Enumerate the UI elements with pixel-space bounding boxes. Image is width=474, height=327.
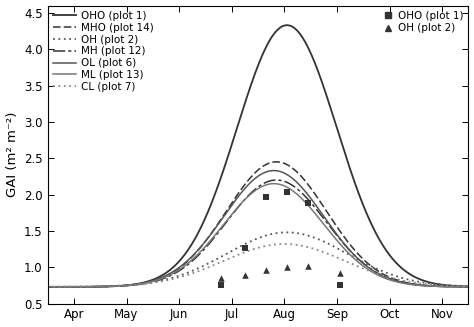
ML (plot 13) <box>365 267 370 271</box>
OH (plot 2) <box>408 278 413 282</box>
Point <box>218 276 225 281</box>
OL (plot 6) <box>313 204 319 208</box>
OH (plot 2) <box>365 262 370 266</box>
CL (plot 7) <box>365 268 370 272</box>
OL (plot 6) <box>465 285 471 289</box>
MHO (plot 14) <box>273 160 279 164</box>
MH (plot 12) <box>301 193 306 197</box>
Point <box>283 265 291 270</box>
Line: MHO (plot 14): MHO (plot 14) <box>47 162 468 287</box>
Point <box>336 270 343 276</box>
MH (plot 12) <box>465 285 471 289</box>
OL (plot 6) <box>71 285 76 289</box>
MH (plot 12) <box>71 285 76 289</box>
MH (plot 12) <box>45 285 50 289</box>
OHO (plot 1) <box>301 37 306 41</box>
Line: CL (plot 7): CL (plot 7) <box>47 244 468 287</box>
OL (plot 6) <box>408 282 413 286</box>
ML (plot 13) <box>290 189 295 193</box>
ML (plot 13) <box>465 285 471 289</box>
Point <box>241 272 249 277</box>
Point <box>304 263 312 268</box>
Point <box>241 245 249 250</box>
Point <box>304 200 312 205</box>
Point <box>262 267 270 273</box>
CL (plot 7) <box>290 242 295 246</box>
OHO (plot 1) <box>284 23 290 27</box>
OHO (plot 1) <box>465 284 471 288</box>
OL (plot 6) <box>290 177 295 181</box>
OL (plot 6) <box>301 187 306 191</box>
MHO (plot 14) <box>45 285 50 289</box>
CL (plot 7) <box>301 244 306 248</box>
Line: MH (plot 12): MH (plot 12) <box>47 180 468 287</box>
Line: OL (plot 6): OL (plot 6) <box>47 171 468 287</box>
OH (plot 2) <box>284 231 290 234</box>
Line: OH (plot 2): OH (plot 2) <box>47 232 468 287</box>
Point <box>218 282 225 287</box>
Legend: OHO (plot 1), OH (plot 2): OHO (plot 1), OH (plot 2) <box>381 9 465 35</box>
ML (plot 13) <box>71 285 76 289</box>
OHO (plot 1) <box>365 213 370 217</box>
Line: ML (plot 13): ML (plot 13) <box>47 184 468 287</box>
Point <box>283 190 291 195</box>
Point <box>336 283 343 288</box>
MH (plot 12) <box>313 207 319 211</box>
OL (plot 6) <box>45 285 50 289</box>
MH (plot 12) <box>365 265 370 268</box>
MHO (plot 14) <box>365 261 370 265</box>
OHO (plot 1) <box>313 64 319 68</box>
OHO (plot 1) <box>408 273 413 277</box>
ML (plot 13) <box>45 285 50 289</box>
MHO (plot 14) <box>290 166 295 170</box>
Point <box>262 194 270 199</box>
OHO (plot 1) <box>71 285 76 289</box>
OH (plot 2) <box>45 285 50 289</box>
MHO (plot 14) <box>313 194 319 198</box>
OL (plot 6) <box>271 169 276 173</box>
OH (plot 2) <box>290 231 295 234</box>
MHO (plot 14) <box>408 282 413 285</box>
CL (plot 7) <box>281 242 287 246</box>
CL (plot 7) <box>408 280 413 284</box>
CL (plot 7) <box>313 248 319 251</box>
Line: OHO (plot 1): OHO (plot 1) <box>47 25 468 287</box>
MH (plot 12) <box>290 183 295 187</box>
OL (plot 6) <box>365 265 370 268</box>
ML (plot 13) <box>301 198 306 202</box>
MHO (plot 14) <box>301 177 306 181</box>
OH (plot 2) <box>301 232 306 236</box>
ML (plot 13) <box>313 213 319 217</box>
ML (plot 13) <box>271 182 276 186</box>
OHO (plot 1) <box>290 25 295 29</box>
MH (plot 12) <box>408 282 413 286</box>
MHO (plot 14) <box>465 285 471 289</box>
CL (plot 7) <box>465 284 471 288</box>
OHO (plot 1) <box>45 285 50 289</box>
CL (plot 7) <box>45 285 50 289</box>
OH (plot 2) <box>465 284 471 288</box>
CL (plot 7) <box>71 285 76 289</box>
OH (plot 2) <box>313 236 319 240</box>
MHO (plot 14) <box>71 285 76 289</box>
ML (plot 13) <box>408 283 413 286</box>
Y-axis label: GAI (m² m⁻²): GAI (m² m⁻²) <box>6 112 18 197</box>
MH (plot 12) <box>273 178 279 182</box>
OH (plot 2) <box>71 285 76 289</box>
